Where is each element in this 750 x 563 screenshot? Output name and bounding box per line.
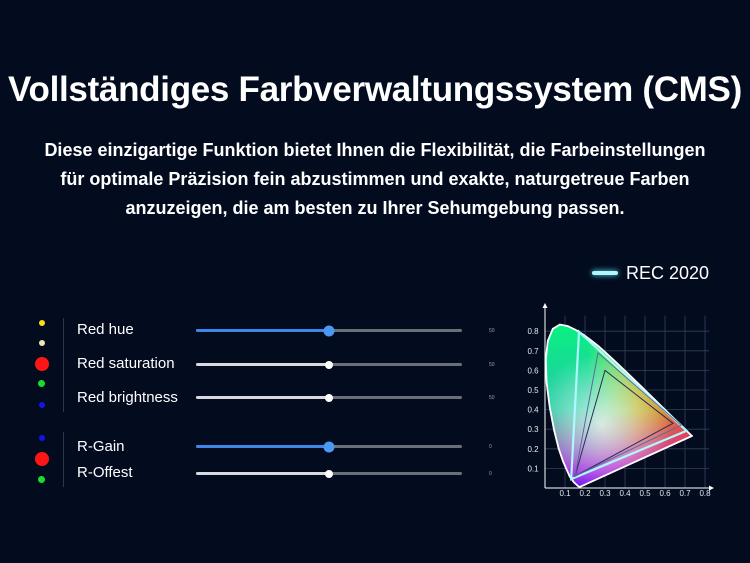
slider-red-hue[interactable] [196,325,462,336]
slider-value-red-brightness: 50 [489,395,495,401]
y-tick-label: 0.8 [527,327,539,336]
color-dot-1 [39,320,45,326]
color-dot-8 [38,476,45,483]
slider-thumb[interactable] [323,441,335,452]
slider-value-red-hue: 50 [489,328,495,334]
y-tick-label: 0.2 [527,445,539,454]
gamut-triangle-inner [574,369,674,478]
x-axis-arrow [709,485,714,491]
slider-value-red-saturation: 50 [489,362,495,368]
y-axis-arrow [542,303,548,308]
y-tick-label: 0.6 [527,366,539,375]
slider-thumb[interactable] [325,393,333,402]
page-description: Diese einzigartige Funktion bietet Ihnen… [44,140,706,218]
divider-group-2 [63,432,64,487]
legend-swatch [592,271,618,275]
slider-label-red-brightness: Red brightness [77,389,178,406]
spectral-locus-outline [544,323,693,488]
y-tick-label: 0.1 [527,464,539,473]
slider-fill [196,329,329,332]
chart-legend: REC 2020 [592,262,709,284]
color-dot-4 [38,380,45,387]
slider-fill [196,363,329,366]
divider-group-1 [63,318,64,412]
color-dot-7 [35,452,49,466]
slider-thumb[interactable] [325,469,333,478]
slider-red-brightness[interactable] [196,393,462,402]
legend-label: REC 2020 [626,262,710,283]
slider-fill [196,396,329,399]
slider-r-offest[interactable] [196,469,462,478]
slider-fill [196,472,329,475]
x-tick-label: 0.1 [559,489,571,498]
color-dot-3 [35,357,49,371]
slider-fill [196,445,329,448]
color-dot-2 [39,340,45,346]
y-tick-label: 0.5 [527,386,539,395]
x-tick-label: 0.5 [639,489,651,498]
color-dot-5 [39,402,45,408]
color-dot-6 [39,435,45,441]
slider-value-r-gain: 0 [489,444,492,450]
slider-value-r-offest: 0 [489,471,492,477]
y-tick-label: 0.4 [527,406,539,415]
slider-thumb[interactable] [325,360,333,369]
cie-chromaticity-chart: 0.1 0.2 0.3 0.4 0.5 0.6 0.7 0.8 0.1 0.2 0.3 0.4 0.5 0… [527,303,714,498]
slider-label-red-hue: Red hue [77,321,134,338]
x-tick-label: 0.7 [679,489,691,498]
x-tick-label: 0.2 [579,489,591,498]
x-tick-label: 0.4 [619,489,631,498]
x-tick-label: 0.3 [599,489,611,498]
y-tick-label: 0.3 [527,425,539,434]
slider-label-red-saturation: Red saturation [77,355,175,372]
x-tick-label: 0.6 [659,489,671,498]
gamut-triangle-rec2020 [570,329,689,481]
y-tick-label: 0.7 [527,347,539,356]
slider-label-r-gain: R-Gain [77,438,125,455]
x-tick-label: 0.8 [699,489,711,498]
slider-r-gain[interactable] [196,441,462,452]
page-title: Vollständiges Farbverwaltungssystem (CMS… [8,70,742,109]
gamut-triangle-middle [574,351,682,478]
slider-label-r-offest: R-Offest [77,464,133,481]
slider-red-saturation[interactable] [196,360,462,369]
slider-thumb[interactable] [323,325,335,336]
